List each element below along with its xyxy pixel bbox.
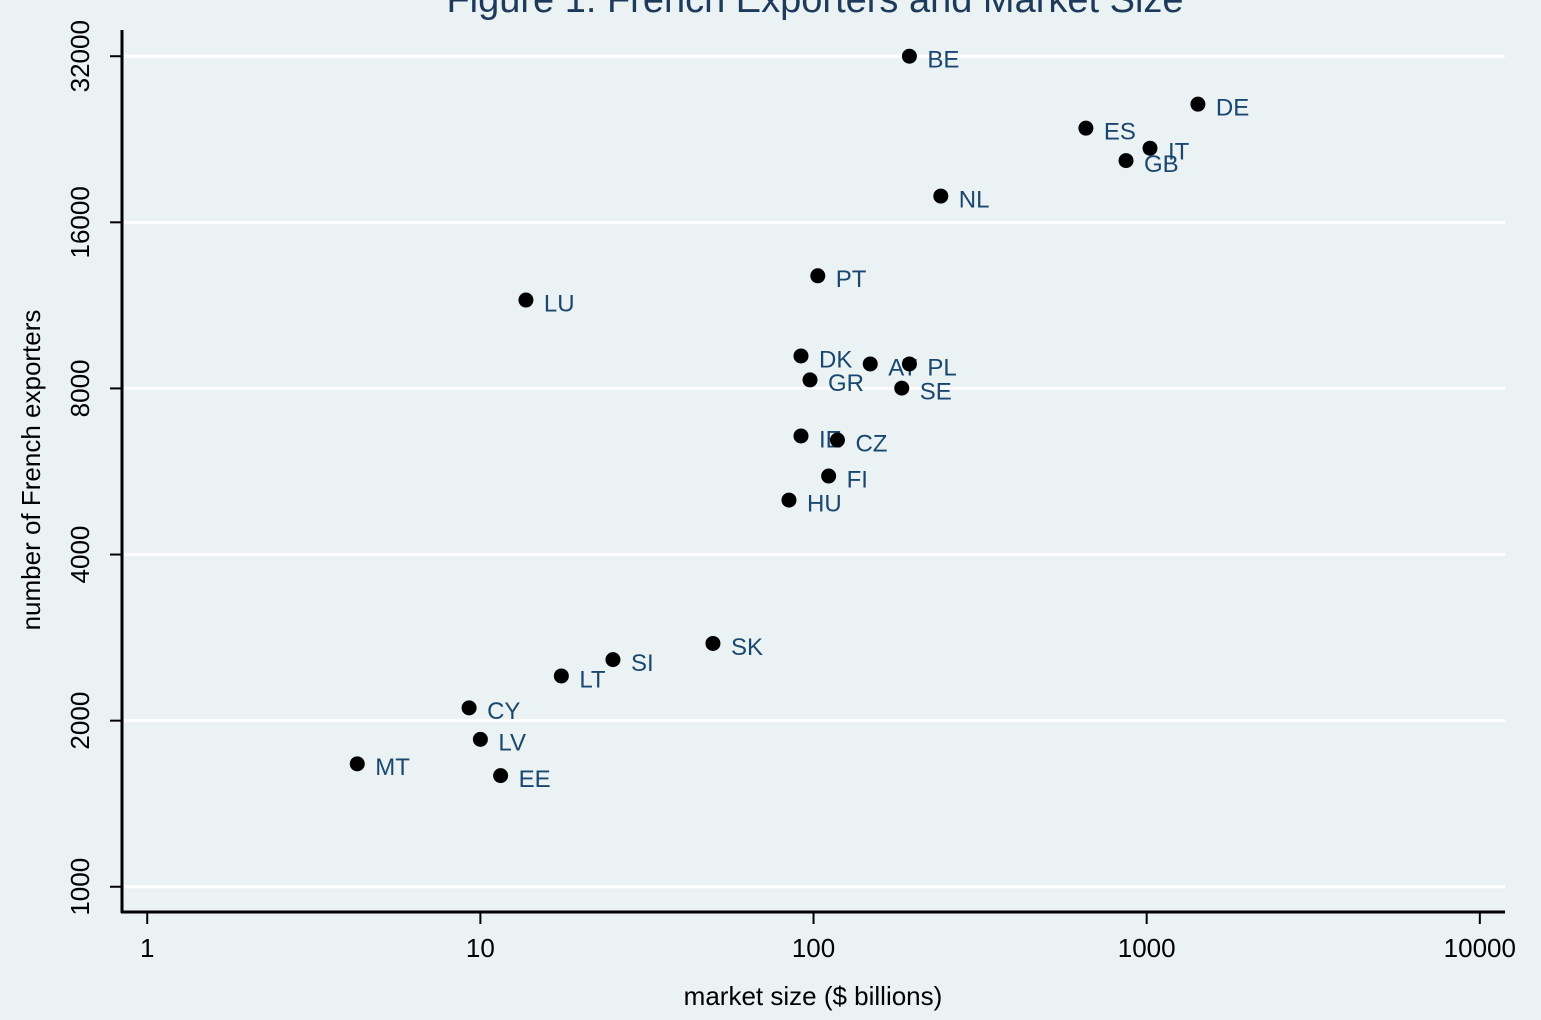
x-tick-label: 1000 <box>1118 933 1176 963</box>
point-label: NL <box>959 186 990 213</box>
point-label: HU <box>807 490 842 517</box>
point <box>349 756 365 772</box>
y-tick-label: 1000 <box>65 858 95 916</box>
x-tick-label: 1 <box>140 933 154 963</box>
point <box>901 48 917 64</box>
point <box>705 635 721 651</box>
point <box>1142 140 1158 156</box>
point-label: BE <box>927 47 959 74</box>
point <box>1190 96 1206 112</box>
x-tick-label: 100 <box>792 933 835 963</box>
point <box>493 768 509 784</box>
y-axis-label: number of French exporters <box>16 310 46 631</box>
point-label: CY <box>487 698 520 725</box>
point <box>1118 153 1134 169</box>
point <box>461 700 477 716</box>
point-label: IT <box>1168 139 1190 166</box>
y-tick-label: 16000 <box>65 186 95 258</box>
point-label: LU <box>544 290 575 317</box>
y-tick-label: 32000 <box>65 20 95 92</box>
point <box>1078 120 1094 136</box>
point-label: GB <box>1144 151 1179 178</box>
point <box>553 668 569 684</box>
x-axis-label: market size ($ billions) <box>684 981 943 1011</box>
point-label: SE <box>920 378 952 405</box>
point-label: GR <box>828 370 864 397</box>
x-tick-label: 10 <box>466 933 495 963</box>
point-label: ES <box>1104 119 1136 146</box>
point-label: LT <box>579 666 606 693</box>
point <box>810 268 826 284</box>
point-label: SI <box>631 650 654 677</box>
point-label: PL <box>927 354 956 381</box>
point <box>829 432 845 448</box>
point <box>518 292 534 308</box>
point-label: SK <box>731 634 763 661</box>
point <box>793 428 809 444</box>
point <box>472 731 488 747</box>
x-tick-label: 10000 <box>1444 933 1516 963</box>
point-label: FI <box>847 466 868 493</box>
point <box>894 380 910 396</box>
point-label: DE <box>1216 94 1249 121</box>
y-tick-label: 4000 <box>65 526 95 584</box>
point-label: DK <box>819 346 852 373</box>
point <box>802 372 818 388</box>
point <box>605 652 621 668</box>
point <box>793 348 809 364</box>
point <box>821 468 837 484</box>
point-label: CZ <box>855 430 887 457</box>
point <box>901 356 917 372</box>
chart-title: Figure 1: French Exporters and Market Si… <box>446 0 1183 21</box>
y-tick-label: 8000 <box>65 360 95 418</box>
point-label: EE <box>519 766 551 793</box>
y-tick-label: 2000 <box>65 692 95 750</box>
point <box>781 492 797 508</box>
point-label: PT <box>836 266 867 293</box>
point <box>933 188 949 204</box>
point-label: LV <box>498 730 526 757</box>
point <box>862 356 878 372</box>
point-label: MT <box>375 754 410 781</box>
